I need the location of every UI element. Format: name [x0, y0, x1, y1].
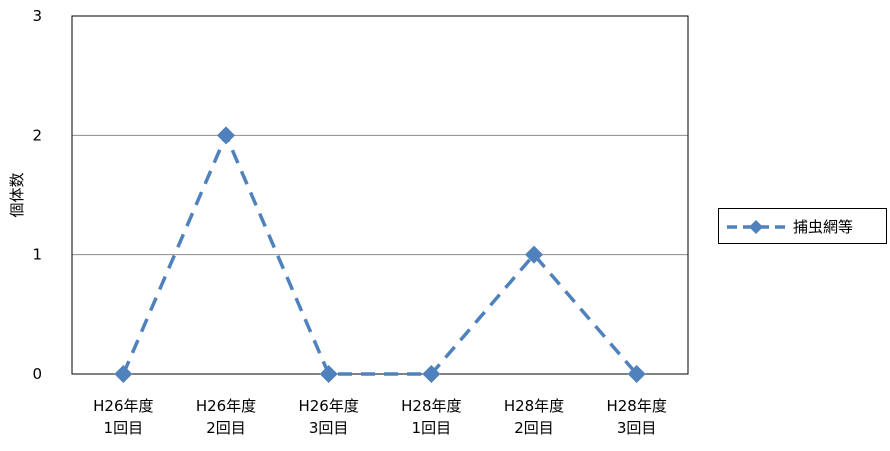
legend-swatch-svg [727, 220, 785, 234]
y-tick-label: 0 [32, 365, 42, 383]
x-tick-label: H26年度 3回目 [298, 397, 358, 437]
data-point-marker [627, 365, 646, 383]
x-tick-labels: H26年度 1回目 H26年度 2回目 H26年度 3回目 H28年度 1回目 H28年度 2回目… [93, 397, 667, 437]
legend-swatch [727, 219, 785, 234]
y-tick-labels: 0 1 2 3 [32, 7, 42, 383]
y-tick-label: 3 [32, 7, 42, 25]
x-tick-label: H26年度 1回目 [93, 397, 153, 437]
y-tick-label: 2 [32, 126, 42, 144]
data-point-marker [217, 126, 235, 145]
data-point-marker [114, 365, 133, 383]
legend-marker [749, 220, 763, 234]
plot-area [71, 15, 689, 375]
y-axis-label: 個体数 [8, 172, 26, 217]
data-point-marker [525, 245, 543, 264]
grid-lines [72, 134, 688, 256]
y-tick-label: 1 [32, 246, 42, 264]
series-line [121, 130, 638, 376]
legend-label: 捕虫網等 [793, 217, 854, 236]
data-point-marker [422, 365, 441, 383]
x-tick-label: H26年度 2回目 [196, 397, 256, 437]
data-point-marker [319, 365, 338, 383]
series [114, 126, 646, 383]
x-tick-label: H28年度 3回目 [606, 397, 666, 437]
legend: 捕虫網等 [718, 208, 887, 244]
x-tick-label: H28年度 1回目 [401, 397, 461, 437]
x-tick-label: H28年度 2回目 [504, 397, 564, 437]
